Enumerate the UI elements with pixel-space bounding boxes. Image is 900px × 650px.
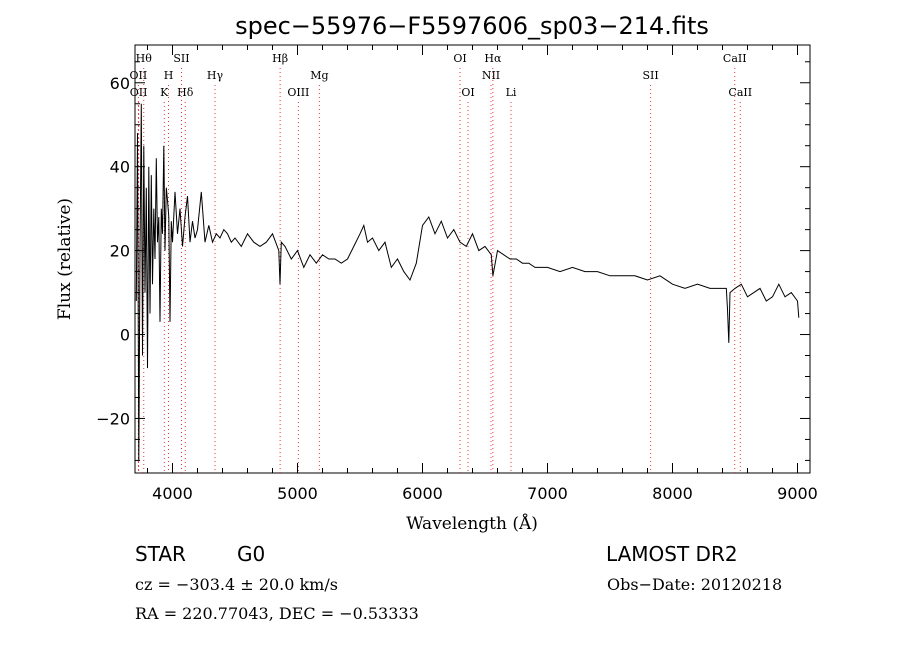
spectral-line-label: Hγ: [207, 69, 224, 82]
y-tick-label: −20: [96, 409, 130, 428]
spectral-line-label: NII: [482, 69, 500, 82]
x-tick-label: 5000: [277, 484, 318, 503]
coordinates: RA = 220.77043, DEC = −0.53333: [135, 604, 419, 623]
axis-ticks: 4000 5000 6000 7000 8000 9000 −20 0 20 40 60: [96, 45, 818, 503]
spectral-line-label: Hθ: [136, 52, 153, 65]
spectral-line-label: OIII: [287, 86, 309, 99]
x-tick-label: 7000: [527, 484, 568, 503]
object-class: STAR: [135, 542, 186, 566]
spectral-line-label: H: [164, 69, 174, 82]
obs-date: Obs−Date: 20120218: [607, 575, 783, 594]
y-tick-label: 20: [110, 242, 130, 261]
object-subclass: G0: [237, 542, 266, 566]
spectral-line-label: Hδ: [177, 86, 194, 99]
x-axis-label: Wavelength (Å): [406, 513, 538, 534]
spectral-line-label: OI: [461, 86, 474, 99]
y-tick-label: 0: [120, 326, 130, 345]
chart-title: spec−55976−F5597606_sp03−214.fits: [235, 12, 709, 40]
x-tick-label: 9000: [777, 484, 818, 503]
spectral-line-label: CaII: [728, 86, 752, 99]
y-tick-label: 40: [110, 158, 130, 177]
plot-frame: [134, 44, 811, 474]
y-axis-label: Flux (relative): [55, 198, 75, 320]
spectral-line-label: CaII: [723, 52, 747, 65]
spectral-line-label: Hβ: [272, 52, 288, 65]
spectral-line-label: SII: [643, 69, 659, 82]
x-tick-label: 4000: [152, 484, 193, 503]
survey-name: LAMOST DR2: [606, 542, 738, 566]
spectral-line-label: OII: [130, 69, 148, 82]
y-tick-label: 60: [110, 74, 130, 93]
x-tick-label: 6000: [402, 484, 443, 503]
x-tick-label: 8000: [652, 484, 693, 503]
spectral-line-label: K: [160, 86, 169, 99]
spectral-line-label: OII: [130, 86, 148, 99]
spectral-line-label: Hα: [484, 52, 502, 65]
spectral-line-label: Li: [506, 86, 517, 99]
spectrum-line: [135, 103, 800, 461]
spectral-line-label: Mg: [310, 69, 328, 82]
spectral-line-label: SII: [173, 52, 189, 65]
velocity-text: cz = −303.4 ± 20.0 km/s: [135, 575, 338, 594]
spectral-line-label: OI: [453, 52, 466, 65]
